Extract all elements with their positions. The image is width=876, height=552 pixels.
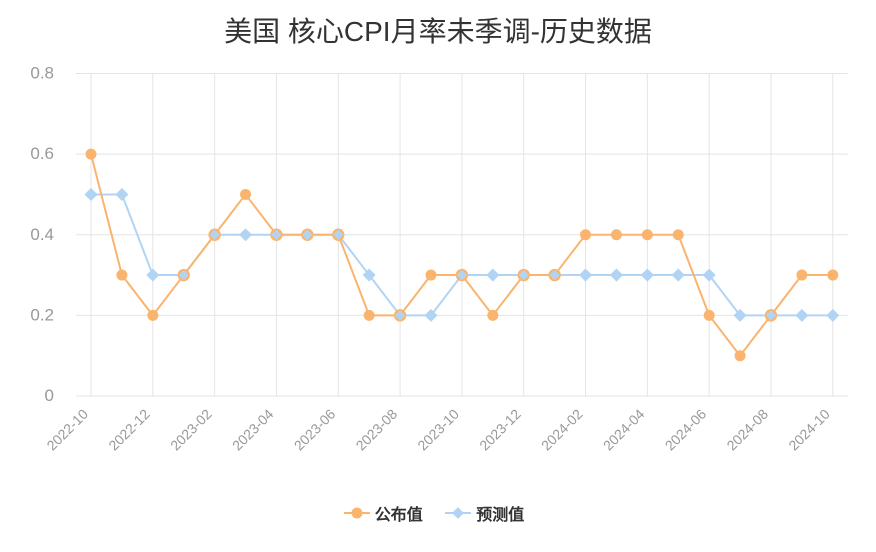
svg-text:2023-06: 2023-06 xyxy=(291,406,339,454)
svg-text:2023-10: 2023-10 xyxy=(414,406,462,454)
svg-text:0.6: 0.6 xyxy=(30,144,54,163)
svg-text:2024-10: 2024-10 xyxy=(785,406,833,454)
svg-text:2023-02: 2023-02 xyxy=(167,406,215,454)
svg-text:2023-12: 2023-12 xyxy=(476,406,524,454)
svg-text:2022-12: 2022-12 xyxy=(105,406,153,454)
svg-text:0: 0 xyxy=(45,386,54,405)
svg-text:2023-04: 2023-04 xyxy=(229,406,277,454)
svg-text:2023-08: 2023-08 xyxy=(353,406,401,454)
svg-text:2024-06: 2024-06 xyxy=(662,406,710,454)
svg-text:2024-04: 2024-04 xyxy=(600,406,648,454)
svg-text:2022-10: 2022-10 xyxy=(43,406,91,454)
svg-text:2024-08: 2024-08 xyxy=(723,406,771,454)
svg-text:0.2: 0.2 xyxy=(30,305,54,324)
svg-text:0.8: 0.8 xyxy=(30,64,54,83)
svg-text:0.4: 0.4 xyxy=(30,225,54,244)
svg-text:2024-02: 2024-02 xyxy=(538,406,586,454)
